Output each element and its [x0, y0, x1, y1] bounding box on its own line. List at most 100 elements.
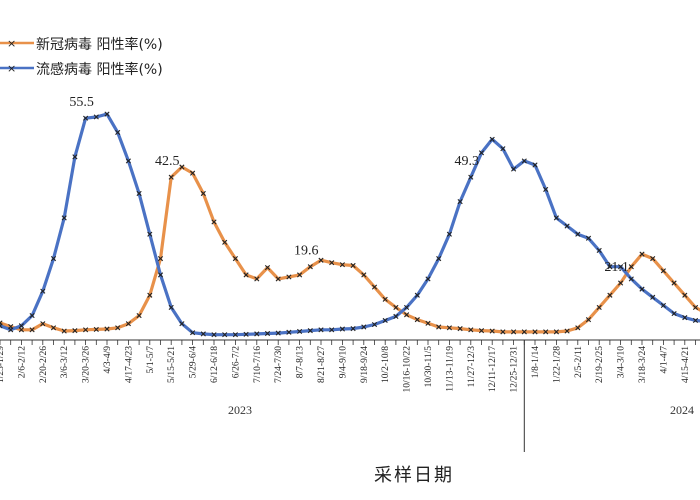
- data-point: [179, 321, 185, 327]
- data-point: [628, 276, 634, 282]
- data-point: [361, 272, 367, 278]
- data-point: [425, 320, 431, 326]
- data-point: [382, 317, 388, 324]
- data-point: [618, 280, 624, 286]
- data-point: [93, 326, 99, 333]
- x-tick-label: 11/13-11/19: [445, 346, 455, 392]
- data-point: [339, 262, 345, 268]
- year-label-2023: 2023: [228, 403, 252, 417]
- data-point: [329, 260, 335, 266]
- data-point: [692, 317, 699, 324]
- data-point: [8, 327, 14, 333]
- data-point: [468, 327, 474, 333]
- data-point: [671, 280, 677, 286]
- x-tick-label: 3/4-3/10: [617, 346, 627, 378]
- series-line-1: [0, 112, 700, 337]
- svg-text:×: ×: [7, 37, 16, 50]
- data-point: [50, 256, 57, 262]
- data-point: [682, 292, 688, 298]
- x-tick-label: 7/24-7/30: [274, 346, 284, 383]
- data-point: [607, 264, 613, 270]
- series-markers: [0, 111, 699, 338]
- x-tick-label: 1/8-1/14: [531, 346, 541, 378]
- data-point: [446, 325, 452, 331]
- data-point: [446, 231, 452, 237]
- data-point: [382, 296, 388, 302]
- x-tick-label: 10/16-10/22: [403, 346, 413, 393]
- data-point: [414, 292, 420, 298]
- data-point: [628, 264, 634, 270]
- data-point: [404, 304, 410, 311]
- data-point: [157, 256, 164, 262]
- x-tick-label: 1/23-1/29: [0, 346, 6, 383]
- x-tick-label: 4/15-4/21: [681, 346, 691, 383]
- data-point: [147, 292, 153, 298]
- peak-label: 49.3: [455, 154, 480, 169]
- data-point: [200, 331, 206, 337]
- data-point: [639, 286, 645, 292]
- data-point: [222, 332, 228, 338]
- data-point: [29, 312, 35, 319]
- data-point: [318, 327, 324, 333]
- data-point: [125, 321, 131, 327]
- data-point: [543, 329, 549, 335]
- svg-text:×: ×: [7, 62, 16, 75]
- data-point: [275, 330, 281, 336]
- data-point: [211, 332, 217, 338]
- x-tick-label: 9/4-9/10: [338, 346, 348, 378]
- data-point: [564, 328, 570, 334]
- data-point: [521, 158, 527, 164]
- data-point: [521, 329, 527, 335]
- data-point: [190, 330, 196, 336]
- data-point: [254, 276, 260, 282]
- x-tick-label: 5/15-5/21: [167, 346, 177, 383]
- data-point: [125, 158, 131, 164]
- data-point: [553, 215, 559, 221]
- x-tick-label: 6/12-6/18: [210, 346, 220, 383]
- x-tick-label: 7/10-7/16: [253, 346, 263, 383]
- data-point: [147, 231, 153, 237]
- data-point: [692, 304, 699, 311]
- data-point: [297, 328, 303, 335]
- x-tick-label: 2/19-2/25: [595, 346, 605, 383]
- legend-swatch-covid-icon: ×: [0, 37, 34, 50]
- data-point: [104, 111, 110, 117]
- legend-label-flu: 流感病毒 阳性率(%): [36, 62, 163, 78]
- data-point: [168, 174, 174, 180]
- data-point: [339, 326, 345, 332]
- x-tick-label: 10/2-10/8: [381, 346, 391, 383]
- data-point: [414, 317, 420, 323]
- data-point: [243, 331, 249, 337]
- series-lines: [0, 112, 700, 337]
- x-tick-label: 2/5-2/11: [574, 346, 584, 378]
- x-tick-label: 9/18-9/24: [360, 346, 370, 383]
- x-tick-label: 4/3-4/9: [103, 346, 113, 374]
- data-point: [136, 312, 142, 319]
- x-tick-label: 5/29-6/4: [189, 346, 199, 378]
- data-point: [596, 247, 602, 254]
- x-tick-label: 8/7-8/13: [296, 346, 306, 378]
- x-tick-label: 2/6-2/12: [17, 346, 27, 378]
- peak-labels: 55.5 42.5 19.6 49.3 21.1: [69, 95, 628, 275]
- data-point: [511, 166, 517, 172]
- data-point: [232, 332, 238, 338]
- data-point: [275, 276, 281, 282]
- data-point: [393, 304, 399, 311]
- data-point: [115, 325, 121, 331]
- data-point: [18, 323, 24, 329]
- x-tick-label: 4/1-4/7: [659, 346, 669, 374]
- x-tick-label: 11/27-12/3: [467, 346, 477, 388]
- data-point: [618, 264, 624, 270]
- data-point: [575, 231, 581, 237]
- data-point: [489, 136, 495, 142]
- data-point: [585, 317, 592, 323]
- x-tick-label: 3/20-3/26: [82, 346, 92, 383]
- data-point: [650, 256, 656, 262]
- data-point: [596, 304, 602, 311]
- data-point: [478, 328, 485, 334]
- x-tick-label: 4/17-4/23: [124, 346, 134, 383]
- data-point: [682, 315, 688, 321]
- legend-label-covid: 新冠病毒 阳性率(%): [36, 37, 163, 53]
- x-tick-label: 1/22-1/28: [552, 346, 562, 383]
